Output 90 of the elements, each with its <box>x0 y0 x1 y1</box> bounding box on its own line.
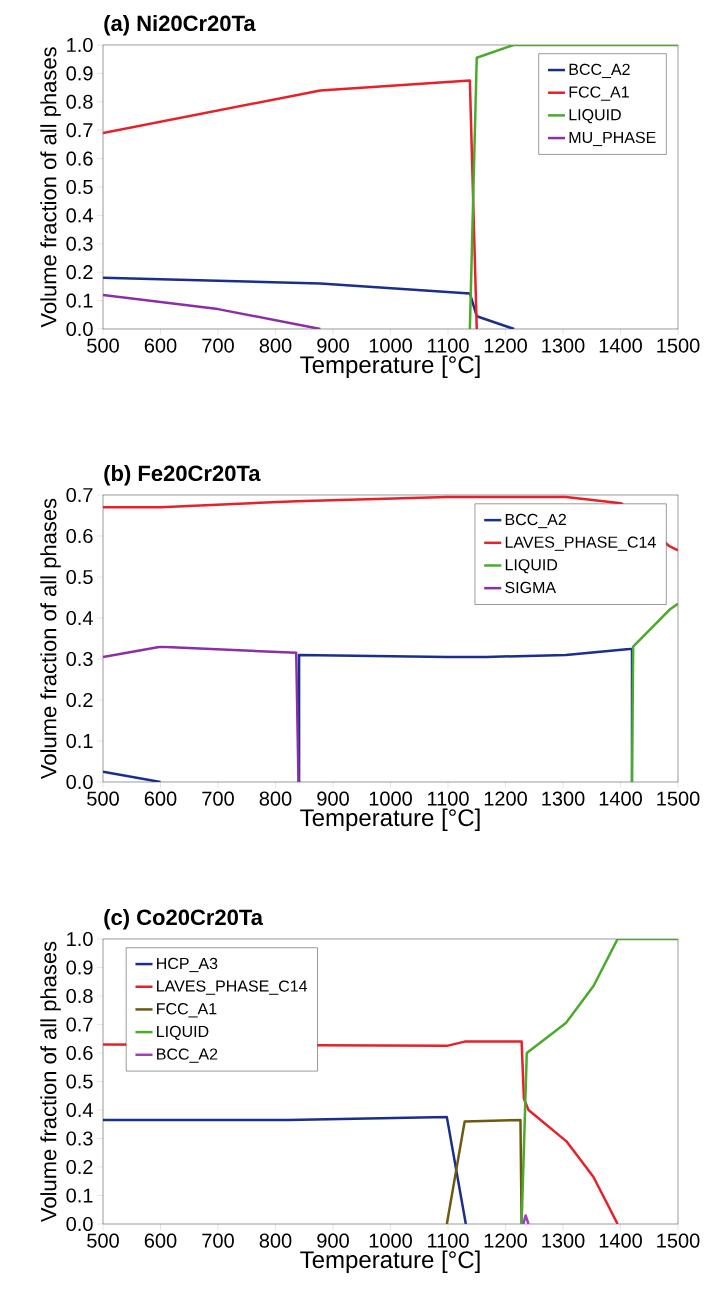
legend-label: BCC_A2 <box>505 513 566 529</box>
y-tick-label: 0.7 <box>66 1017 93 1032</box>
y-tick-label: 0.9 <box>66 66 93 81</box>
y-tick-label: 1.0 <box>67 37 93 53</box>
y-tick-label: 0.5 <box>66 179 93 195</box>
legend-label: LIQUID <box>505 559 558 574</box>
legend-label: LIQUID <box>157 1025 209 1040</box>
x-tick-label: 1200 <box>484 1233 527 1248</box>
x-tick-label: 1400 <box>599 338 642 353</box>
x-tick-label: 1000 <box>369 791 412 806</box>
y-axis-title: Volume fraction of all phases <box>40 47 61 328</box>
x-tick-label: 900 <box>317 791 349 806</box>
x-tick-label: 700 <box>202 338 234 353</box>
y-tick-label: 1.0 <box>67 931 93 947</box>
y-tick-label: 0.0 <box>66 774 93 790</box>
x-tick-label: 1300 <box>542 791 585 806</box>
y-tick-label: 0.3 <box>66 651 93 667</box>
y-tick-label: 0.2 <box>66 265 93 280</box>
x-tick-label: 600 <box>144 791 177 806</box>
y-tick-label: 0.0 <box>66 321 93 337</box>
y-tick-label: 0.4 <box>66 208 93 223</box>
legend-label: FCC_A1 <box>569 86 629 101</box>
x-axis-title: Temperature [°C] <box>300 1250 480 1273</box>
x-tick-label: 1000 <box>369 338 412 353</box>
legend-label: BCC_A2 <box>157 1048 218 1063</box>
x-tick-label: 1000 <box>369 1233 412 1248</box>
x-tick-label: 600 <box>144 338 177 353</box>
y-tick-label: 0.0 <box>66 1216 93 1232</box>
y-tick-label: 0.5 <box>66 569 93 585</box>
x-axis-title: Temperature [°C] <box>300 355 480 378</box>
x-tick-label: 700 <box>202 791 234 806</box>
legend-label: HCP_A3 <box>157 957 218 973</box>
y-tick-label: 0.8 <box>66 988 93 1004</box>
legend-label: SIGMA <box>505 581 557 594</box>
legend-label: LIQUID <box>569 109 621 124</box>
legend-label: MU_PHASE <box>569 131 656 147</box>
y-tick-label: 0.2 <box>66 692 93 708</box>
x-tick-label: 1100 <box>428 1233 469 1248</box>
x-tick-label: 800 <box>259 1233 292 1248</box>
x-tick-label: 700 <box>202 1233 234 1248</box>
y-axis-title: Volume fraction of all phases <box>40 498 61 780</box>
y-tick-label: 0.5 <box>66 1074 93 1089</box>
y-tick-label: 0.7 <box>66 123 93 138</box>
y-tick-label: 0.4 <box>66 1102 93 1118</box>
y-tick-label: 0.7 <box>66 487 93 503</box>
x-tick-label: 1400 <box>599 1233 642 1248</box>
line-series <box>103 645 300 782</box>
y-tick-label: 0.4 <box>66 610 93 626</box>
x-tick-label: 1500 <box>657 791 700 806</box>
x-tick-label: 1500 <box>657 338 700 353</box>
x-tick-label: 1400 <box>599 791 642 806</box>
legend-label: LAVES_PHASE_C14 <box>505 536 656 551</box>
x-tick-label: 500 <box>87 1233 119 1248</box>
y-tick-label: 0.2 <box>66 1159 93 1175</box>
y-tick-label: 0.1 <box>66 293 93 308</box>
line-series <box>103 276 516 329</box>
legend-label: BCC_A2 <box>569 63 630 79</box>
y-tick-label: 0.6 <box>66 1045 93 1061</box>
y-tick-label: 0.6 <box>66 151 93 166</box>
x-tick-label: 1300 <box>542 1233 585 1248</box>
chart-title: (b) Fe20Cr20Ta <box>104 464 261 486</box>
x-tick-label: 1100 <box>428 338 469 353</box>
y-tick-label: 0.8 <box>66 94 93 109</box>
x-axis-title: Temperature [°C] <box>300 808 480 831</box>
line-series <box>630 602 679 782</box>
x-tick-label: 1300 <box>542 338 585 353</box>
y-tick-label: 0.1 <box>66 733 93 749</box>
x-tick-label: 500 <box>87 791 119 806</box>
legend-label: LAVES_PHASE_C14 <box>157 980 308 995</box>
x-tick-label: 900 <box>317 338 349 353</box>
y-tick-label: 0.9 <box>66 960 93 975</box>
x-tick-label: 1200 <box>484 338 527 353</box>
y-tick-label: 0.1 <box>66 1188 93 1203</box>
chart-title: (c) Co20Cr20Ta <box>104 908 264 930</box>
x-tick-label: 1500 <box>657 1233 700 1248</box>
y-tick-label: 0.3 <box>66 1131 93 1146</box>
chart-title: (a) Ni20Cr20Ta <box>104 14 256 36</box>
x-tick-label: 500 <box>87 338 119 353</box>
x-tick-label: 1200 <box>484 791 527 806</box>
y-tick-label: 0.3 <box>66 236 93 251</box>
x-tick-label: 600 <box>144 1233 177 1248</box>
x-tick-label: 800 <box>259 338 292 353</box>
line-series <box>103 79 478 329</box>
x-tick-label: 900 <box>317 1233 349 1248</box>
legend-label: FCC_A1 <box>157 1003 217 1018</box>
x-tick-label: 1100 <box>428 791 469 806</box>
y-tick-label: 0.6 <box>66 528 93 544</box>
x-tick-label: 800 <box>259 791 292 806</box>
y-axis-title: Volume fraction of all phases <box>40 941 61 1223</box>
line-series <box>520 938 679 1224</box>
